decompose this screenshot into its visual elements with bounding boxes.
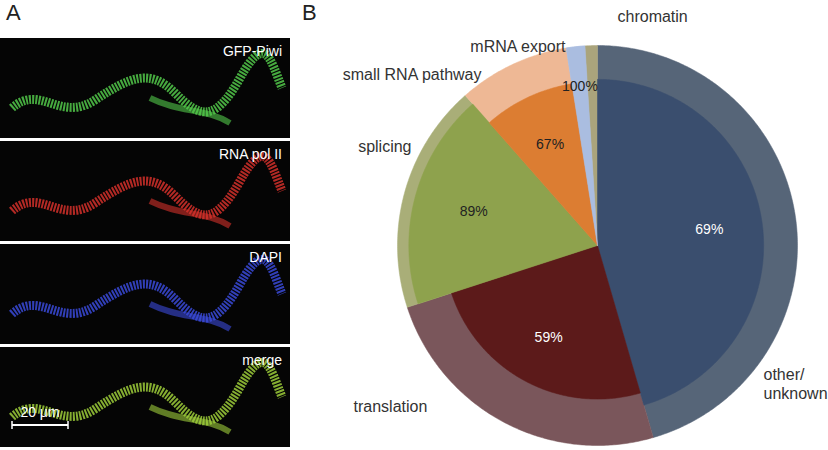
svg-text:RNA pol II: RNA pol II — [219, 146, 282, 162]
svg-text:small RNA pathway: small RNA pathway — [343, 66, 482, 83]
svg-text:splicing: splicing — [358, 138, 411, 155]
svg-text:59%: 59% — [535, 329, 563, 345]
svg-text:67%: 67% — [536, 136, 564, 152]
svg-text:89%: 89% — [460, 203, 488, 219]
svg-text:chromatin: chromatin — [618, 8, 688, 25]
svg-text:GFP-Piwi: GFP-Piwi — [223, 43, 282, 59]
html-text:A: A — [6, 0, 21, 25]
svg-text:100%: 100% — [562, 78, 598, 94]
svg-text:translation: translation — [354, 398, 428, 415]
html-text:B: B — [302, 0, 317, 25]
svg-text:merge: merge — [242, 352, 282, 368]
svg-text:other/unknown: other/unknown — [764, 366, 828, 402]
svg-text:69%: 69% — [695, 221, 723, 237]
svg-text:mRNA export: mRNA export — [470, 38, 566, 55]
svg-text:20 μm: 20 μm — [20, 404, 59, 420]
svg-text:DAPI: DAPI — [249, 249, 282, 265]
